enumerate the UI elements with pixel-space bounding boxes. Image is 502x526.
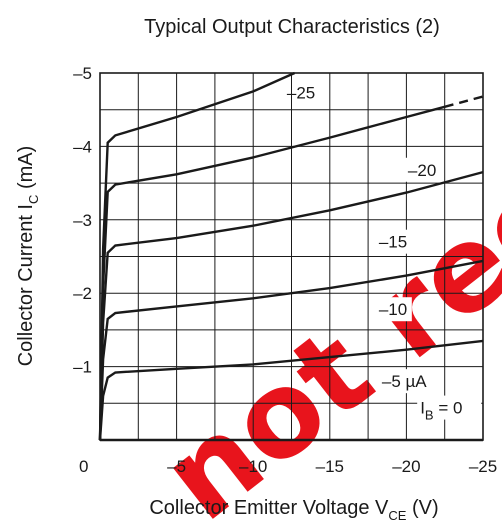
y-tick-label: –3 (73, 211, 92, 230)
x-tick-label: –20 (392, 457, 420, 476)
series-line-dashed (445, 97, 483, 107)
x-tick-label: 0 (79, 457, 88, 476)
y-tick-label: –2 (73, 284, 92, 303)
y-axis-label: Collector Current IC (mA) (15, 146, 41, 367)
chart-title: Typical Output Characteristics (2) (144, 16, 440, 38)
curve-label: –5 µA (382, 372, 427, 391)
watermark: not recommended (137, 0, 502, 526)
y-tick-label: –4 (73, 137, 92, 156)
x-axis-label: Collector Emitter Voltage VCE (V) (149, 497, 438, 523)
y-tick-label: –1 (73, 358, 92, 377)
x-tick-label: –10 (239, 457, 267, 476)
watermark-text: not recommended (137, 0, 502, 526)
x-tick-label: –5 (167, 457, 186, 476)
x-tick-label: –15 (316, 457, 344, 476)
curve-label: –15 (379, 233, 407, 252)
curve-label: –20 (408, 161, 436, 180)
x-tick-label: –25 (469, 457, 497, 476)
curve-label: –25 (287, 84, 315, 103)
y-tick-label: –5 (73, 64, 92, 83)
curve-label: –10 (379, 300, 407, 319)
